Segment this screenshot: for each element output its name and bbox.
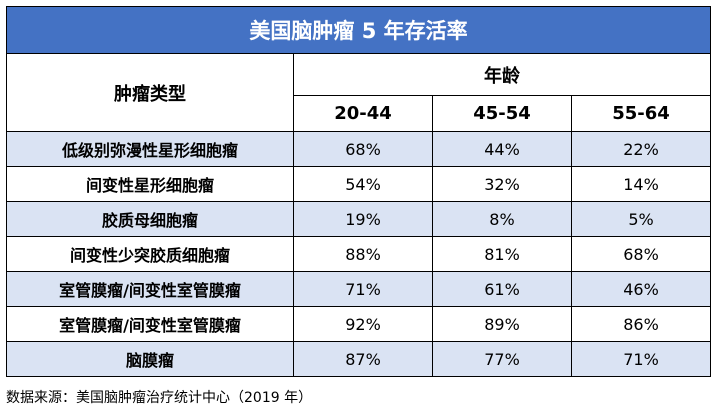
tumor-type-cell: 室管膜瘤/间变性室管膜瘤 xyxy=(6,306,294,342)
survival-cell: 89% xyxy=(432,306,572,342)
age-group-header: 45-54 xyxy=(432,95,572,132)
survival-cell: 88% xyxy=(293,236,433,272)
tumor-type-cell: 室管膜瘤/间变性室管膜瘤 xyxy=(6,271,294,307)
table-row: 脑膜瘤 87% 77% 71% xyxy=(6,341,712,377)
table-row: 胶质母细胞瘤 19% 8% 5% xyxy=(6,201,712,237)
survival-cell: 19% xyxy=(293,201,433,237)
survival-cell: 68% xyxy=(570,236,712,272)
survival-cell: 86% xyxy=(570,306,712,342)
survival-cell: 71% xyxy=(293,271,433,307)
table-row: 室管膜瘤/间变性室管膜瘤 92% 89% 86% xyxy=(6,306,712,342)
tumor-type-cell: 脑膜瘤 xyxy=(6,341,294,377)
survival-cell: 14% xyxy=(570,166,712,202)
survival-cell: 61% xyxy=(432,271,572,307)
survival-cell: 71% xyxy=(570,341,712,377)
survival-cell: 32% xyxy=(432,166,572,202)
survival-cell: 87% xyxy=(293,341,433,377)
survival-cell: 54% xyxy=(293,166,433,202)
table-title: 美国脑肿瘤 5 年存活率 xyxy=(5,6,712,54)
survival-cell: 22% xyxy=(570,131,712,167)
survival-cell: 68% xyxy=(293,131,433,167)
survival-cell: 46% xyxy=(570,271,712,307)
age-group-header: 55-64 xyxy=(570,95,712,132)
table-row: 间变性少突胶质细胞瘤 88% 81% 68% xyxy=(6,236,712,272)
survival-cell: 92% xyxy=(293,306,433,342)
survival-cell: 8% xyxy=(432,201,572,237)
survival-cell: 5% xyxy=(570,201,712,237)
table-row: 室管膜瘤/间变性室管膜瘤 71% 61% 46% xyxy=(6,271,712,307)
survival-cell: 44% xyxy=(432,131,572,167)
survival-cell: 81% xyxy=(432,236,572,272)
age-group-header: 20-44 xyxy=(293,95,433,132)
tumor-type-cell: 间变性星形细胞瘤 xyxy=(6,166,294,202)
source-note: 数据来源：美国脑肿瘤治疗统计中心（2019 年） xyxy=(6,390,313,406)
tumor-type-header: 肿瘤类型 xyxy=(6,53,294,132)
tumor-type-cell: 间变性少突胶质细胞瘤 xyxy=(6,236,294,272)
age-header: 年龄 xyxy=(292,53,712,96)
table-row: 低级别弥漫性星形细胞瘤 68% 44% 22% xyxy=(6,131,712,167)
survival-table: 美国脑肿瘤 5 年存活率 肿瘤类型 年龄 20-44 45-54 55-64 低… xyxy=(5,6,712,377)
table-row: 间变性星形细胞瘤 54% 32% 14% xyxy=(6,166,712,202)
tumor-type-cell: 低级别弥漫性星形细胞瘤 xyxy=(6,131,294,167)
tumor-type-cell: 胶质母细胞瘤 xyxy=(6,201,294,237)
survival-cell: 77% xyxy=(432,341,572,377)
